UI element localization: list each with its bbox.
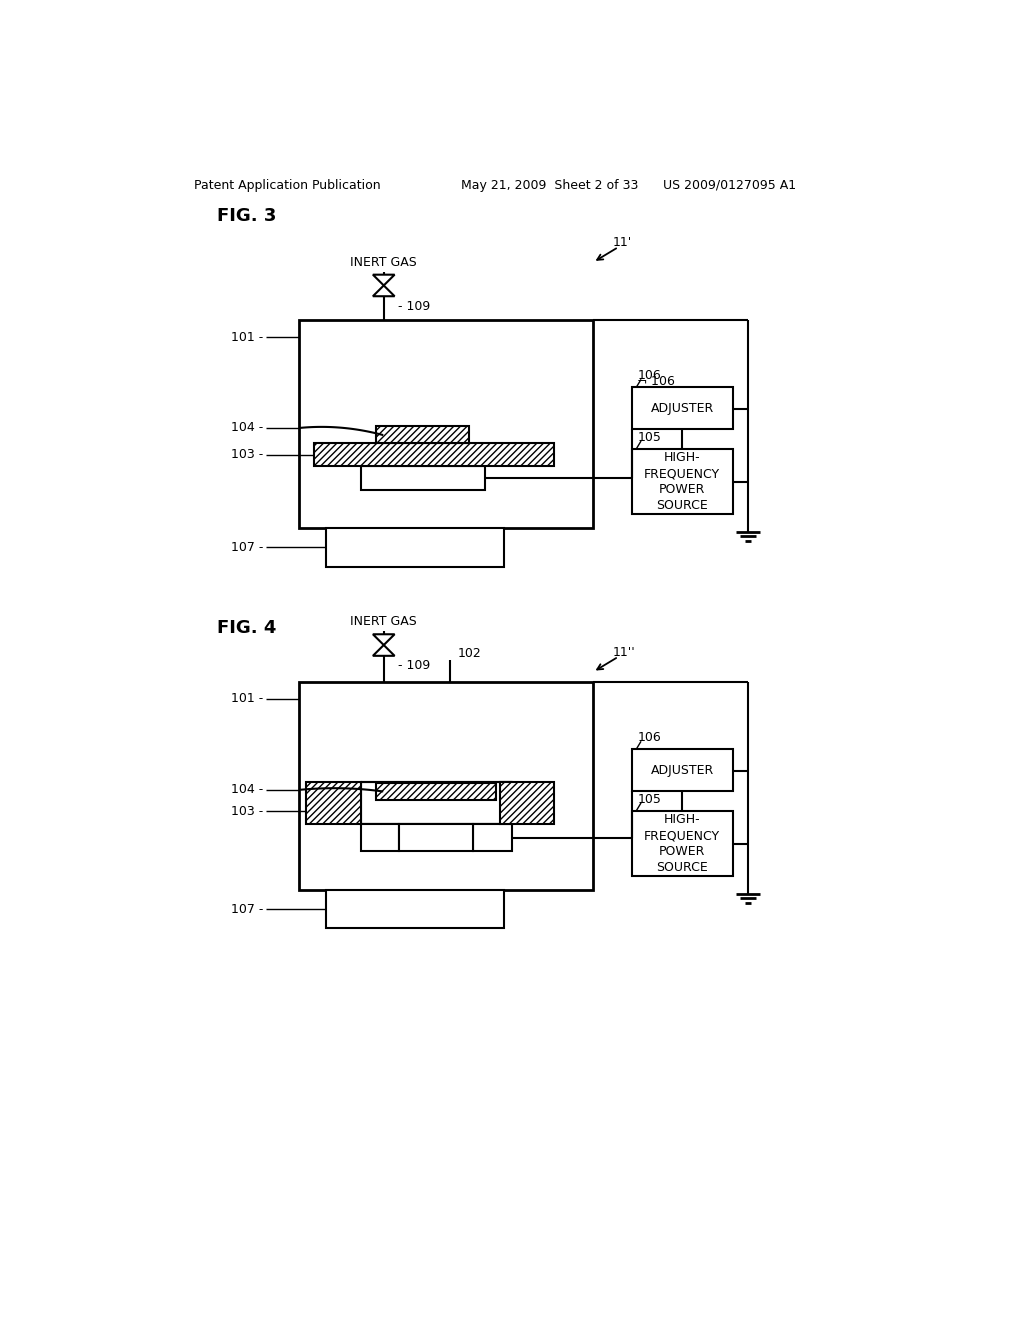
Bar [314, 444, 554, 466]
Bar [632, 449, 732, 515]
Polygon shape [373, 635, 394, 645]
Bar [326, 890, 504, 928]
Text: 103 -: 103 - [231, 449, 263, 462]
Text: 104 -: 104 - [231, 421, 263, 434]
Bar [360, 466, 484, 490]
Text: May 21, 2009  Sheet 2 of 33: May 21, 2009 Sheet 2 of 33 [461, 178, 639, 191]
Bar [632, 387, 732, 429]
Text: 104 -: 104 - [231, 783, 263, 796]
Text: Patent Application Publication: Patent Application Publication [194, 178, 381, 191]
Text: - 109: - 109 [397, 300, 430, 313]
Text: FIG. 3: FIG. 3 [217, 207, 276, 226]
Text: 106: 106 [638, 370, 662, 383]
Text: 107 -: 107 - [231, 541, 263, 554]
Bar [376, 783, 496, 800]
Text: 107 -: 107 - [231, 903, 263, 916]
Text: 101 -: 101 - [231, 693, 263, 705]
Bar [632, 748, 732, 792]
Bar [299, 682, 593, 890]
Text: 103 -: 103 - [231, 805, 263, 818]
Text: 11': 11' [613, 236, 633, 249]
Bar [473, 825, 512, 851]
Bar [376, 426, 469, 444]
Text: FIG. 4: FIG. 4 [217, 619, 276, 638]
Text: 105: 105 [638, 432, 662, 444]
Text: 101 -: 101 - [231, 330, 263, 343]
Text: $\neg$ 106: $\neg$ 106 [636, 375, 675, 388]
Bar [306, 781, 360, 825]
Bar [326, 528, 504, 566]
Bar [500, 781, 554, 825]
Text: 106: 106 [638, 731, 662, 744]
Text: INERT GAS: INERT GAS [350, 256, 417, 269]
Text: ADJUSTER: ADJUSTER [650, 403, 714, 416]
Text: 102: 102 [458, 647, 481, 660]
Polygon shape [373, 645, 394, 656]
Text: 105: 105 [638, 793, 662, 807]
Bar [399, 825, 473, 851]
Text: - 109: - 109 [397, 659, 430, 672]
Bar [632, 810, 732, 876]
Text: INERT GAS: INERT GAS [350, 615, 417, 628]
Text: 11'': 11'' [613, 645, 636, 659]
Bar [360, 781, 512, 825]
Text: US 2009/0127095 A1: US 2009/0127095 A1 [663, 178, 796, 191]
Bar [299, 321, 593, 528]
Text: HIGH-
FREQUENCY
POWER
SOURCE: HIGH- FREQUENCY POWER SOURCE [644, 451, 720, 512]
Polygon shape [373, 285, 394, 296]
Text: ADJUSTER: ADJUSTER [650, 764, 714, 777]
Bar [360, 825, 399, 851]
Text: HIGH-
FREQUENCY
POWER
SOURCE: HIGH- FREQUENCY POWER SOURCE [644, 813, 720, 874]
Polygon shape [373, 275, 394, 285]
